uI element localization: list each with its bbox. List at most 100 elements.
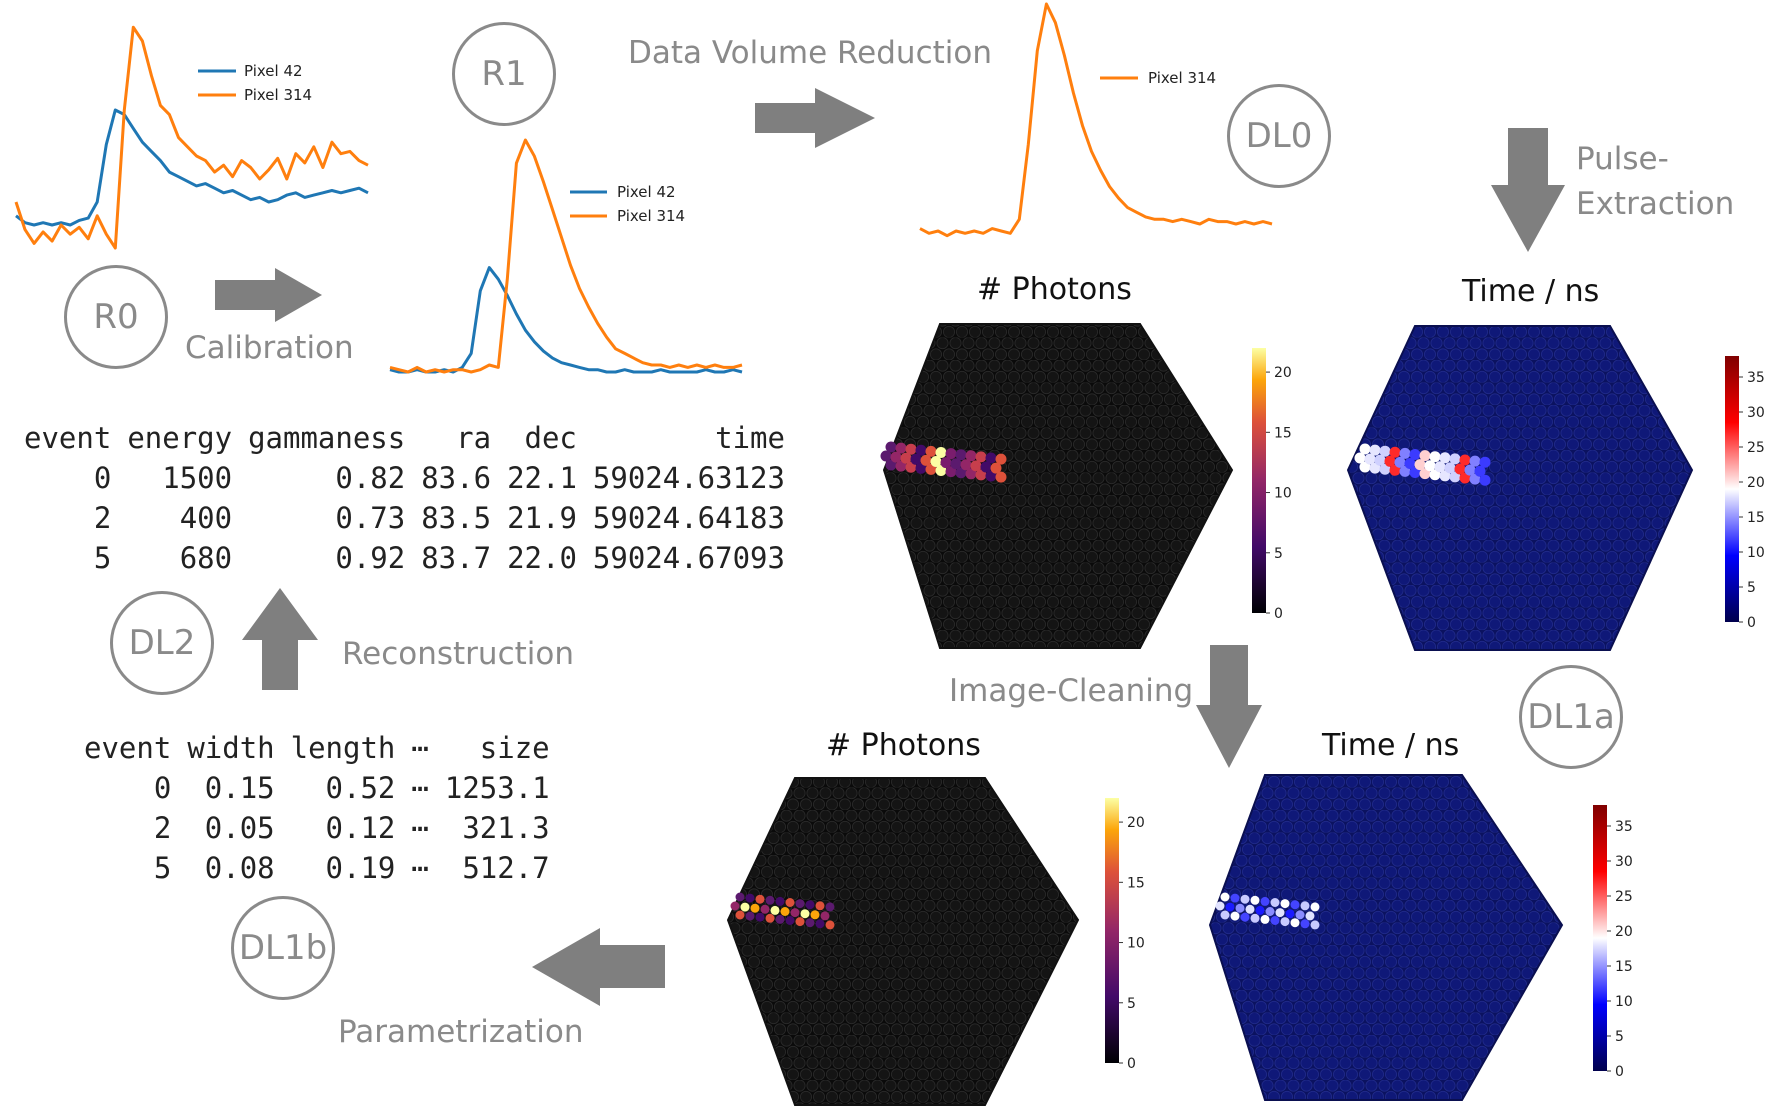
hot-pixel bbox=[960, 459, 972, 471]
table-cell: 0.92 bbox=[335, 541, 406, 575]
table-cell: ⋯ bbox=[411, 851, 429, 885]
hot-pixel bbox=[1240, 894, 1250, 904]
hot-pixel bbox=[820, 911, 830, 921]
stage-dl0: DL0 bbox=[1227, 84, 1331, 188]
table-cell: 5 bbox=[93, 541, 112, 575]
hot-pixel bbox=[1285, 909, 1295, 919]
hot-pixel bbox=[1300, 901, 1310, 911]
hot-pixel bbox=[825, 902, 835, 912]
hot-pixel bbox=[785, 916, 795, 925]
hot-pixel bbox=[945, 466, 957, 478]
hot-pixel bbox=[1215, 901, 1225, 911]
colorbar-tick-label: 15 bbox=[1127, 875, 1145, 891]
colorbar-tick-label: 10 bbox=[1127, 936, 1145, 952]
colorbar-tick-label: 5 bbox=[1747, 580, 1756, 596]
hot-pixel bbox=[1220, 892, 1230, 902]
hot-pixel bbox=[885, 459, 897, 471]
hot-pixel bbox=[1404, 458, 1416, 469]
table-cell: 59024.64183 bbox=[592, 501, 785, 535]
r1-waveform-chart bbox=[389, 138, 743, 374]
stage-dl1a: DL1a bbox=[1519, 665, 1623, 769]
hot-pixel bbox=[1399, 447, 1411, 459]
hot-pixel bbox=[1434, 461, 1446, 473]
hot-pixel bbox=[745, 911, 755, 921]
camera-photons-dl1a bbox=[880, 323, 1234, 649]
hot-pixel bbox=[795, 917, 805, 927]
r0-legend-pixel42: Pixel 42 bbox=[244, 62, 303, 80]
series-line-pixel-314 bbox=[919, 2, 1273, 238]
image-cleaning-label: Image-Cleaning bbox=[949, 673, 1194, 709]
dl2-col-dec: dec bbox=[524, 421, 577, 455]
colorbar-time-a bbox=[1725, 356, 1739, 622]
table-cell: 400 bbox=[179, 501, 233, 535]
hot-pixel bbox=[1374, 454, 1386, 466]
hot-pixel bbox=[1479, 456, 1491, 468]
stage-dl1b: DL1b bbox=[231, 896, 335, 1000]
colorbar-tick-label: 25 bbox=[1615, 889, 1633, 905]
hot-pixel bbox=[1225, 902, 1235, 912]
series-line-pixel-42 bbox=[389, 266, 743, 374]
hot-pixel bbox=[1245, 904, 1255, 914]
hot-pixel bbox=[1250, 895, 1260, 905]
r1-legend bbox=[570, 190, 607, 218]
hot-pixel bbox=[795, 899, 805, 909]
table-cell: 0.19 bbox=[325, 851, 396, 885]
table-cell: 21.9 bbox=[507, 501, 577, 535]
hot-pixel bbox=[910, 453, 922, 465]
series-line-pixel-314 bbox=[389, 138, 743, 374]
dl2-col-ra: ra bbox=[456, 421, 492, 455]
hot-pixel bbox=[1369, 444, 1381, 456]
dl1b-col-size: size bbox=[479, 731, 550, 765]
arrow-reconstruction bbox=[242, 588, 318, 690]
hot-pixel bbox=[975, 451, 987, 463]
hot-pixel bbox=[900, 452, 912, 464]
hot-pixel bbox=[945, 448, 957, 460]
hot-pixel bbox=[1449, 453, 1461, 465]
hot-pixel bbox=[1255, 905, 1265, 915]
hot-pixel bbox=[995, 453, 1007, 465]
colorbar-time-b bbox=[1593, 805, 1607, 1071]
colorbar-tick-label: 10 bbox=[1274, 486, 1292, 502]
table-cell: 0.15 bbox=[204, 771, 275, 805]
table-row: 5 680 0.92 83.7 22.0 59024.67093 bbox=[24, 538, 785, 578]
dl1a-time-title: Time / ns bbox=[1462, 274, 1600, 309]
colorbar-tick-label: 15 bbox=[1747, 510, 1765, 526]
hot-pixel bbox=[1429, 469, 1441, 481]
hot-pixel bbox=[1394, 456, 1406, 468]
dl1b-col-event: event bbox=[84, 731, 172, 765]
colorbar-photons-a bbox=[1252, 348, 1266, 613]
camera-photons-dl1b bbox=[726, 777, 1080, 1106]
hot-pixel bbox=[885, 441, 897, 453]
arrow-calibration bbox=[215, 268, 322, 322]
colorbar-tick-label: 0 bbox=[1615, 1064, 1624, 1080]
colorbar-tick-label: 15 bbox=[1615, 959, 1633, 975]
table-row: 5 0.08 0.19 ⋯ 512.7 bbox=[84, 848, 550, 888]
hot-pixel bbox=[775, 914, 785, 924]
hot-pixel bbox=[995, 471, 1007, 483]
hot-pixel bbox=[890, 451, 902, 463]
stage-r1: R1 bbox=[452, 22, 556, 126]
hot-pixel bbox=[1305, 911, 1315, 921]
table-cell: 0.82 bbox=[335, 461, 406, 495]
hot-pixel bbox=[980, 461, 992, 473]
hot-pixel bbox=[1260, 896, 1270, 906]
dl2-col-energy: energy bbox=[127, 421, 233, 455]
hot-pixel bbox=[1429, 451, 1441, 463]
table-row: 2 400 0.73 83.5 21.9 59024.64183 bbox=[24, 498, 785, 538]
table-cell: 0.73 bbox=[335, 501, 406, 535]
hot-pixel bbox=[1354, 452, 1366, 464]
r0-legend-pixel314: Pixel 314 bbox=[244, 86, 313, 104]
hot-pixel bbox=[1419, 450, 1431, 462]
hot-pixel bbox=[790, 908, 800, 918]
table-row: 0 0.15 0.52 ⋯ 1253.1 bbox=[84, 768, 550, 808]
dl0-waveform-chart bbox=[919, 2, 1273, 238]
colorbar-ticks: 0 5 10 15 20 0 5 10 15 20 25 30 35 0 5 10 15 20 0 5 10 15 20 25… bbox=[1119, 365, 1765, 1080]
colorbar-tick-label: 10 bbox=[1615, 994, 1633, 1010]
arrow-image-cleaning bbox=[1196, 645, 1262, 768]
hot-pixel bbox=[880, 450, 892, 462]
hot-pixel bbox=[935, 447, 947, 458]
colorbar-tick-label: 30 bbox=[1615, 854, 1633, 870]
hot-pixel bbox=[985, 470, 997, 482]
hot-pixel bbox=[1280, 899, 1290, 909]
hot-pixel bbox=[1240, 912, 1250, 922]
